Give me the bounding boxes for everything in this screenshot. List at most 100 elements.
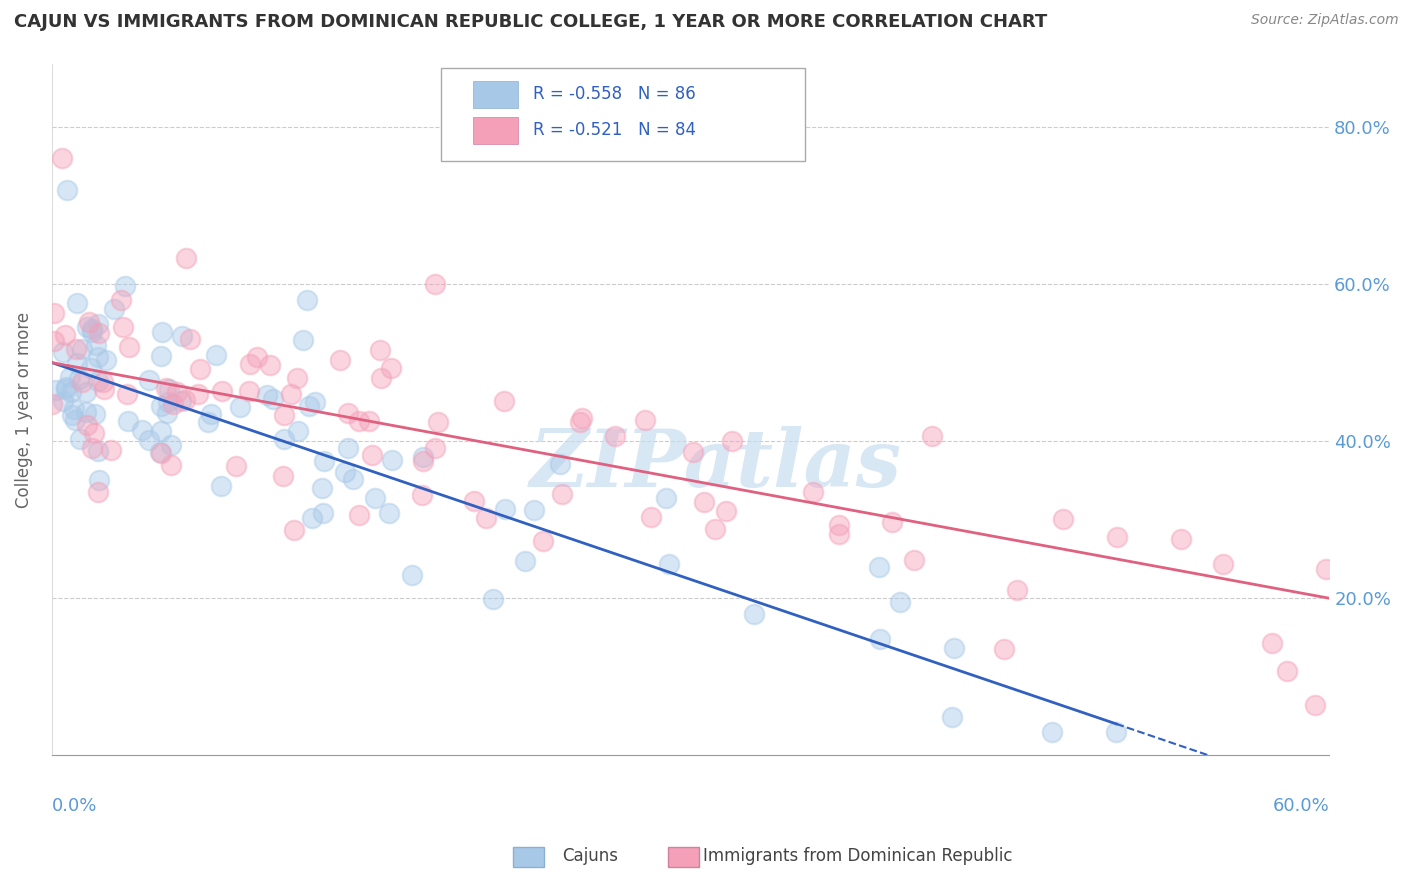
Point: [411, 488, 433, 502]
Point: [380, 360, 402, 375]
Point: [482, 592, 505, 607]
Point: [111, 320, 134, 334]
Point: [273, 408, 295, 422]
Point: [63, 413, 86, 427]
Point: [131, 423, 153, 437]
Point: [205, 348, 228, 362]
Point: [69, 433, 91, 447]
Point: [1212, 558, 1234, 572]
Point: [65, 342, 87, 356]
Point: [342, 472, 364, 486]
Point: [87, 318, 110, 332]
Point: [59, 385, 82, 400]
Point: [155, 381, 177, 395]
Point: [157, 382, 180, 396]
Point: [359, 414, 381, 428]
Point: [1105, 724, 1128, 739]
Point: [523, 503, 546, 517]
Point: [720, 434, 742, 448]
Text: R = -0.521   N = 84: R = -0.521 N = 84: [533, 121, 696, 139]
Point: [1315, 562, 1337, 576]
Point: [304, 394, 326, 409]
Text: Source: ZipAtlas.com: Source: ZipAtlas.com: [1251, 13, 1399, 28]
Point: [76, 319, 98, 334]
Text: R = -0.558   N = 86: R = -0.558 N = 86: [533, 86, 696, 103]
Point: [84, 338, 107, 352]
Point: [53, 327, 76, 342]
Point: [256, 388, 278, 402]
Point: [86, 484, 108, 499]
Point: [1170, 532, 1192, 546]
FancyBboxPatch shape: [474, 81, 517, 108]
Point: [52, 393, 75, 408]
Point: [1261, 636, 1284, 650]
Text: CAJUN VS IMMIGRANTS FROM DOMINICAN REPUBLIC COLLEGE, 1 YEAR OR MORE CORRELATION : CAJUN VS IMMIGRANTS FROM DOMINICAN REPUB…: [14, 13, 1047, 31]
Point: [42, 334, 65, 349]
Point: [412, 450, 434, 464]
Point: [889, 594, 911, 608]
Point: [55, 383, 77, 397]
Text: Immigrants from Dominican Republic: Immigrants from Dominican Republic: [703, 847, 1012, 865]
Point: [301, 510, 323, 524]
Point: [117, 414, 139, 428]
Point: [828, 527, 851, 541]
Point: [1052, 512, 1074, 526]
Point: [347, 508, 370, 522]
Point: [94, 353, 117, 368]
Point: [714, 504, 737, 518]
Point: [76, 418, 98, 433]
Point: [225, 459, 247, 474]
Point: [329, 352, 352, 367]
Point: [229, 400, 252, 414]
Point: [515, 554, 537, 568]
Point: [150, 326, 173, 340]
Point: [75, 405, 97, 419]
Point: [292, 333, 315, 347]
Point: [41, 397, 63, 411]
Point: [87, 473, 110, 487]
Point: [150, 349, 173, 363]
Point: [160, 458, 183, 472]
Point: [262, 392, 284, 406]
Point: [682, 445, 704, 459]
Point: [55, 380, 77, 394]
Point: [80, 322, 103, 336]
Point: [311, 507, 333, 521]
FancyBboxPatch shape: [474, 117, 517, 144]
Point: [86, 374, 108, 388]
Point: [52, 344, 75, 359]
Point: [658, 558, 681, 572]
Point: [166, 384, 188, 399]
Y-axis label: College, 1 year or more: College, 1 year or more: [15, 311, 32, 508]
Point: [114, 279, 136, 293]
Point: [868, 560, 890, 574]
Point: [531, 534, 554, 549]
Point: [174, 252, 197, 266]
Point: [150, 399, 173, 413]
Point: [378, 506, 401, 520]
Point: [704, 522, 727, 536]
Point: [273, 469, 295, 483]
Point: [138, 433, 160, 447]
Point: [42, 306, 65, 320]
Point: [285, 370, 308, 384]
Point: [370, 371, 392, 385]
Point: [59, 370, 82, 384]
Point: [337, 406, 360, 420]
Point: [869, 632, 891, 647]
Point: [654, 491, 676, 506]
Point: [70, 376, 93, 390]
Point: [115, 387, 138, 401]
Point: [312, 454, 335, 468]
Text: 60.0%: 60.0%: [1272, 797, 1329, 814]
Point: [55, 183, 77, 197]
Point: [83, 426, 105, 441]
Point: [239, 357, 262, 371]
Point: [903, 553, 925, 567]
Point: [380, 453, 402, 467]
Point: [82, 442, 104, 456]
Point: [363, 491, 385, 505]
Point: [103, 302, 125, 317]
Point: [82, 325, 104, 339]
Point: [259, 358, 281, 372]
